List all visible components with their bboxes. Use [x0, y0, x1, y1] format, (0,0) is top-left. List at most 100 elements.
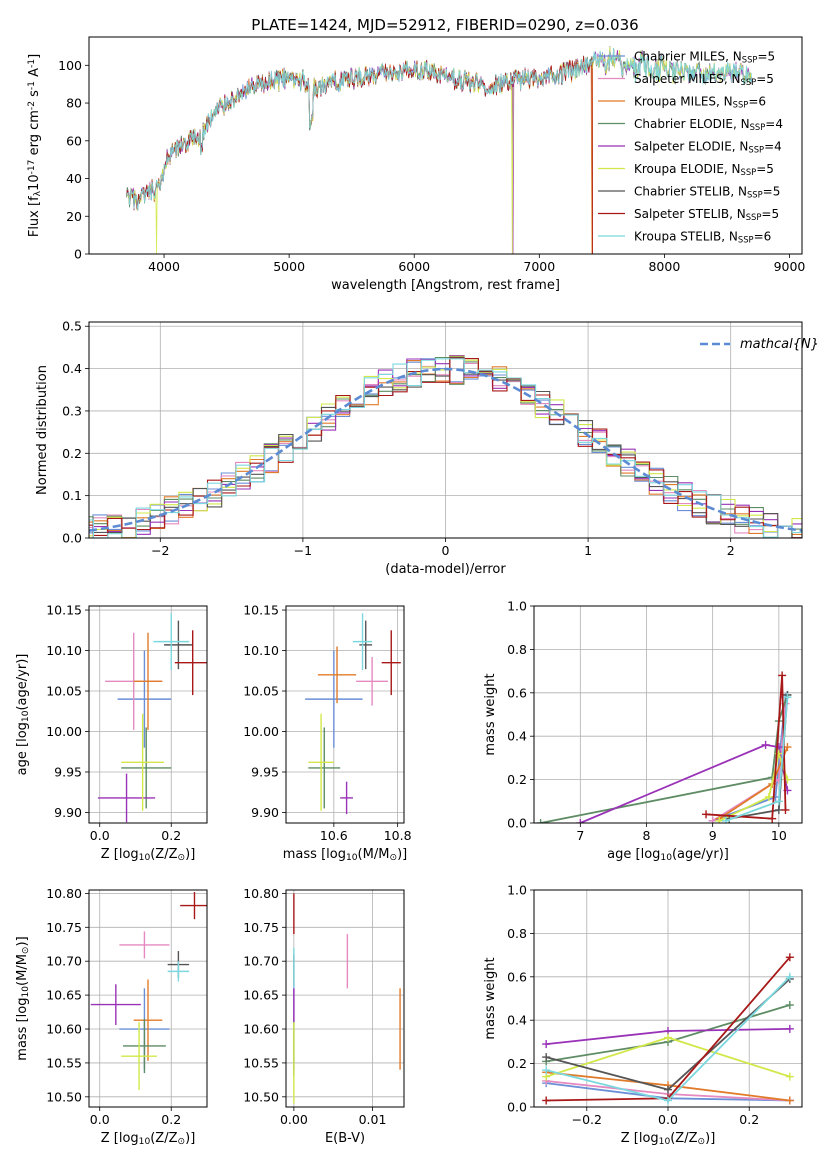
- panel-residuals: −2 −1 0 1 2 0.0 0.1 0.2 0.3 0.4 0.5 (data-model)/er…: [35, 319, 819, 577]
- y-tick-label: 9.90: [251, 805, 279, 820]
- legend-entry: Chabrier MILES, NSSP=5: [634, 50, 775, 65]
- panel-mass-age: 10.6 10.8 9.90 9.95 10.00 10.05 10.10 10.15 mass…: [243, 603, 411, 864]
- y-tick-label: 10.15: [243, 603, 279, 618]
- legend-entry: Salpeter MILES, NSSP=5: [634, 72, 774, 87]
- plot-data: [90, 892, 207, 1091]
- y-tick-label: 0.2: [507, 1056, 527, 1071]
- legend-entry: Kroupa MILES, NSSP=6: [634, 95, 766, 110]
- x-tick-label: 9000: [774, 259, 806, 274]
- y-tick-label: 10.80: [243, 886, 279, 901]
- x-tick-label: 7: [576, 828, 584, 843]
- x-axis-label: age [log10(age/yr)]: [607, 847, 729, 863]
- panel-z-weight: −0.2 0.0 0.2 0.0 0.2 0.4 0.6 0.8 1.0 Z [log10(Z/Z…: [483, 883, 803, 1147]
- plot-frame: [533, 605, 803, 824]
- y-tick-label: 100: [58, 58, 82, 73]
- x-axis-label: Z [log10(Z/Z⊙)]: [621, 1131, 716, 1147]
- y-tick-label: 0.0: [507, 1100, 527, 1115]
- figure-title: PLATE=1424, MJD=52912, FIBERID=0290, z=0…: [251, 16, 638, 34]
- y-tick-label: 60: [66, 133, 82, 148]
- legend-entry: Chabrier ELODIE, NSSP=4: [634, 117, 783, 132]
- y-tick-label: 9.95: [251, 764, 279, 779]
- y-tick-label: 10.00: [46, 724, 82, 739]
- y-axis-label: mass weight: [483, 957, 498, 1039]
- y-tick-label: 0.2: [507, 772, 527, 787]
- y-tick-label: 10.50: [243, 1089, 279, 1104]
- x-tick-label: −0.2: [572, 1112, 602, 1127]
- panel-ebv-mass: 0.00 0.01 10.50 10.55 10.60 10.65 10.70 10.75 10…: [243, 886, 405, 1146]
- residual-legend: mathcal{N}(0,1): [700, 337, 819, 352]
- weight-series-line: [718, 750, 789, 822]
- y-tick-label: 10.65: [46, 988, 82, 1003]
- y-tick-label: 10.00: [243, 724, 279, 739]
- legend-entry: Salpeter ELODIE, NSSP=4: [634, 140, 782, 155]
- plot-frame: [88, 36, 803, 255]
- plot-frame: [88, 321, 803, 539]
- x-tick-label: 5000: [273, 259, 305, 274]
- y-tick-label: 80: [66, 96, 82, 111]
- x-tick-label: 4000: [148, 259, 180, 274]
- y-tick-label: 0.5: [62, 319, 82, 334]
- x-tick-label: 0.0: [90, 1112, 110, 1127]
- x-axis-label: (data-model)/error: [385, 562, 506, 577]
- y-tick-label: 10.60: [243, 1022, 279, 1037]
- plot-data: [293, 893, 401, 1104]
- y-tick-label: 0.6: [507, 685, 527, 700]
- y-axis-label: mass weight: [483, 673, 498, 755]
- y-tick-label: 10.75: [243, 920, 279, 935]
- y-tick-label: 0.6: [507, 969, 527, 984]
- panel-z-mass: 0.0 0.2 10.50 10.55 10.60 10.65 10.70 10.75 10.8…: [15, 886, 208, 1147]
- y-tick-label: 10.80: [46, 886, 82, 901]
- y-axis-label: Normed distribution: [35, 365, 50, 495]
- y-tick-label: 20: [66, 209, 82, 224]
- y-tick-label: 10.50: [46, 1089, 82, 1104]
- y-tick-label: 10.05: [243, 684, 279, 699]
- legend-entry: Kroupa STELIB, NSSP=6: [634, 230, 771, 245]
- x-tick-label: 0.01: [359, 1112, 387, 1127]
- plot-data: [97, 613, 207, 823]
- x-axis-label: E(B-V): [325, 1131, 365, 1146]
- y-tick-label: 10.55: [46, 1055, 82, 1070]
- legend-entry: Salpeter STELIB, NSSP=5: [634, 207, 779, 222]
- y-tick-label: 9.90: [54, 805, 82, 820]
- plot-frame: [285, 605, 405, 824]
- y-tick-label: 0: [74, 247, 82, 262]
- x-tick-label: 0.2: [161, 1112, 181, 1127]
- panel-spectrum: 4000 5000 6000 7000 8000 9000 0 20 40 60 80 100 wave…: [27, 36, 806, 293]
- x-tick-label: 0: [442, 543, 450, 558]
- y-axis-label: age [log10(age/yr)]: [15, 654, 31, 776]
- x-tick-label: 2: [727, 543, 735, 558]
- plot-data: [89, 354, 802, 538]
- x-tick-label: 10: [771, 828, 787, 843]
- y-tick-label: 10.65: [243, 988, 279, 1003]
- spectrum-legend: Chabrier MILES, NSSP=5 Salpeter MILES, NS…: [598, 50, 783, 245]
- y-tick-label: 10.10: [243, 643, 279, 658]
- y-tick-label: 0.3: [62, 403, 82, 418]
- y-tick-label: 10.10: [46, 643, 82, 658]
- y-tick-label: 0.1: [62, 488, 82, 503]
- panel-age-weight: 7 8 9 10 0.0 0.2 0.4 0.6 0.8 1.0 age [log10(age/yr…: [483, 599, 803, 863]
- spectrum-series-line: [126, 47, 753, 211]
- y-tick-label: 0.0: [507, 816, 527, 831]
- plot-data: [542, 953, 794, 1105]
- x-tick-label: −1: [294, 543, 312, 558]
- x-tick-label: 8000: [648, 259, 680, 274]
- y-tick-label: 0.8: [507, 642, 527, 657]
- x-axis-label: Z [log10(Z/Z⊙)]: [101, 847, 196, 863]
- x-tick-label: 9: [709, 828, 717, 843]
- y-tick-label: 10.15: [46, 603, 82, 618]
- legend-entry: Kroupa ELODIE, NSSP=5: [634, 162, 774, 177]
- plot-frame: [533, 889, 803, 1108]
- plot-area: [286, 606, 404, 823]
- y-tick-label: 10.70: [46, 954, 82, 969]
- gaussian-curve: [89, 367, 802, 532]
- y-axis-label: Flux [fλ10-17 erg cm-2 s-1 A-1]: [27, 54, 43, 237]
- y-tick-label: 10.05: [46, 684, 82, 699]
- x-tick-label: 8: [643, 828, 651, 843]
- plot-data: [536, 671, 792, 823]
- plot-frame: [285, 889, 405, 1108]
- y-tick-label: 1.0: [507, 883, 527, 898]
- histogram-series-line: [89, 358, 802, 538]
- y-axis-label: mass [log10(M/M⊙)]: [15, 936, 31, 1060]
- x-tick-label: 0.2: [739, 1112, 759, 1127]
- x-tick-label: 0.0: [658, 1112, 678, 1127]
